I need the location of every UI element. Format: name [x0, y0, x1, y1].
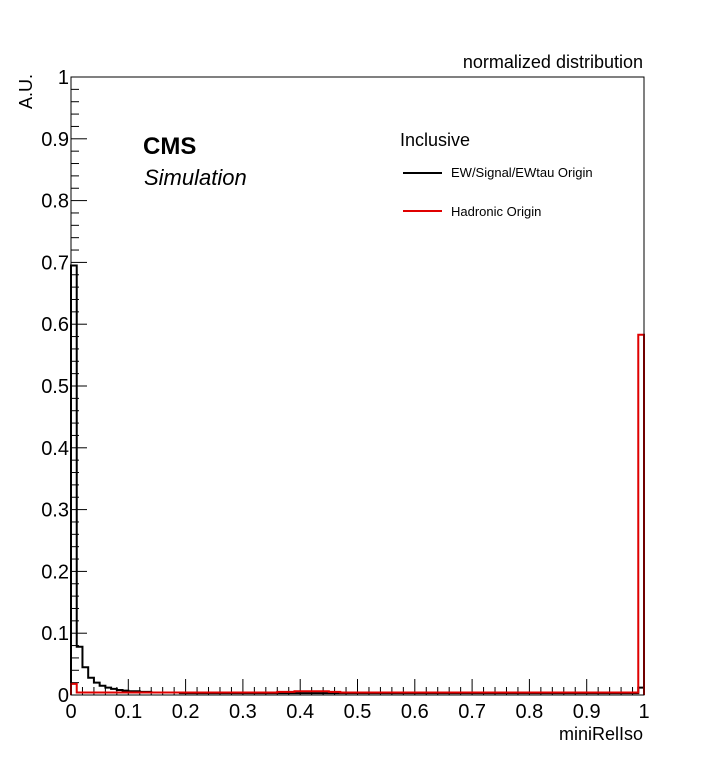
y-tick-labels: 0 0.1 0.2 0.3 0.4 0.5 0.6 0.7 0.8 0.9 1: [41, 67, 69, 707]
y-tick-label: 0.2: [41, 561, 69, 583]
legend-header: Inclusive: [400, 130, 470, 150]
x-tick-label: 0.8: [515, 701, 543, 723]
legend-entry-hadronic: Hadronic Origin: [451, 204, 541, 219]
cms-label: CMS: [143, 133, 196, 160]
x-tick-label: 0.3: [229, 701, 257, 723]
y-tick-label: 0: [58, 685, 69, 707]
x-tick-label: 0.9: [573, 701, 601, 723]
y-tick-label: 0.7: [41, 252, 69, 274]
y-tick-label: 1: [58, 67, 69, 89]
x-tick-label: 1: [638, 701, 649, 723]
y-tick-label: 0.5: [41, 376, 69, 398]
y-tick-label: 0.3: [41, 500, 69, 522]
y-tick-label: 0.1: [41, 623, 69, 645]
y-tick-label: 0.6: [41, 314, 69, 336]
simulation-label: Simulation: [144, 165, 247, 190]
x-tick-labels: 0 0.1 0.2 0.3 0.4 0.5 0.6 0.7 0.8 0.9 1: [65, 701, 649, 723]
x-tick-label: 0.2: [172, 701, 200, 723]
y-tick-label: 0.9: [41, 129, 69, 151]
plot-frame: [70, 76, 645, 696]
y-tick-label: 0.4: [41, 438, 69, 460]
y-axis-title: A.U.: [16, 74, 36, 109]
x-tick-label: 0.5: [344, 701, 372, 723]
legend-entry-ew: EW/Signal/EWtau Origin: [451, 165, 593, 180]
x-tick-label: 0.7: [458, 701, 486, 723]
series-line-hadronic: [70, 333, 645, 695]
chart-title: normalized distribution: [463, 52, 643, 72]
x-axis-title: miniRelIso: [559, 724, 643, 744]
legend: Inclusive EW/Signal/EWtau Origin Hadroni…: [400, 130, 593, 219]
y-tick-label: 0.8: [41, 191, 69, 213]
x-tick-label: 0.4: [286, 701, 314, 723]
x-tick-label: 0: [65, 701, 76, 723]
series-layer: [70, 264, 645, 695]
x-tick-label: 0.1: [114, 701, 142, 723]
x-tick-label: 0.6: [401, 701, 429, 723]
